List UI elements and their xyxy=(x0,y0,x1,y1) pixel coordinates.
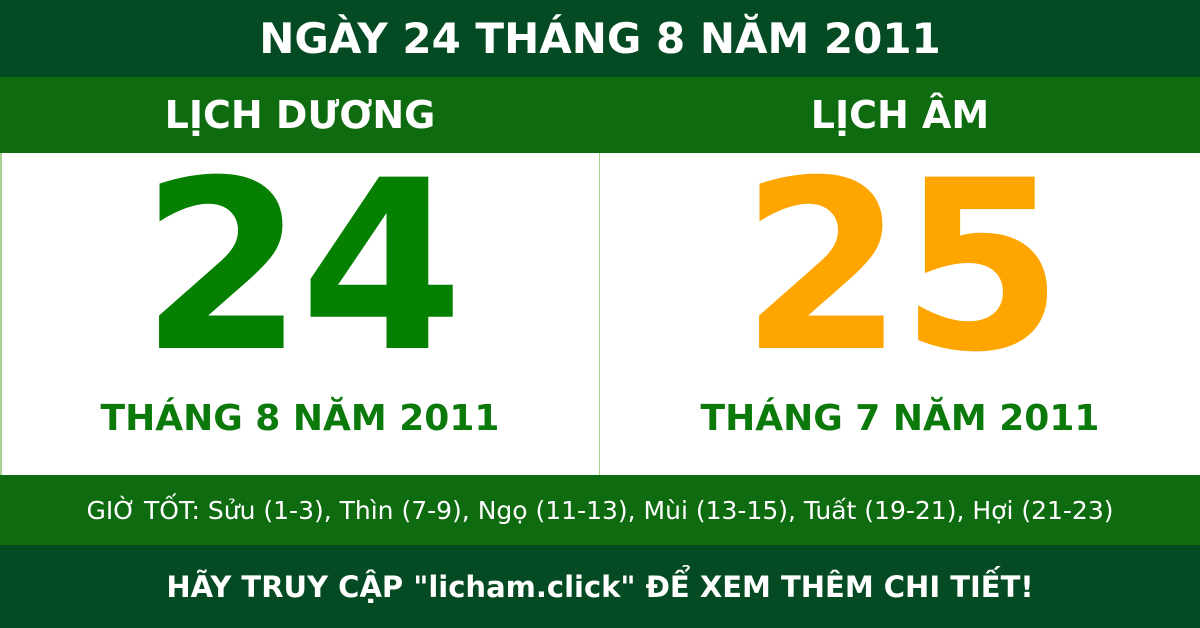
solar-day: 24 xyxy=(140,131,463,404)
solar-calendar-label: LỊCH DƯƠNG xyxy=(164,93,436,137)
calendar-header: LỊCH DƯƠNG LỊCH ÂM xyxy=(0,77,1200,153)
divider xyxy=(599,153,600,475)
calendar-body xyxy=(0,153,1200,475)
solar-month-year: THÁNG 8 NĂM 2011 xyxy=(100,398,500,439)
lunar-month-year: THÁNG 7 NĂM 2011 xyxy=(700,398,1100,439)
footer-cta: HÃY TRUY CẬP "licham.click" ĐỂ XEM THÊM … xyxy=(0,545,1200,628)
lunar-calendar-label: LỊCH ÂM xyxy=(810,93,990,137)
page-title: NGÀY 24 THÁNG 8 NĂM 2011 xyxy=(0,0,1200,77)
good-hours: GIỜ TỐT: Sửu (1-3), Thìn (7-9), Ngọ (11-… xyxy=(0,475,1200,545)
lunar-day: 25 xyxy=(740,131,1063,404)
